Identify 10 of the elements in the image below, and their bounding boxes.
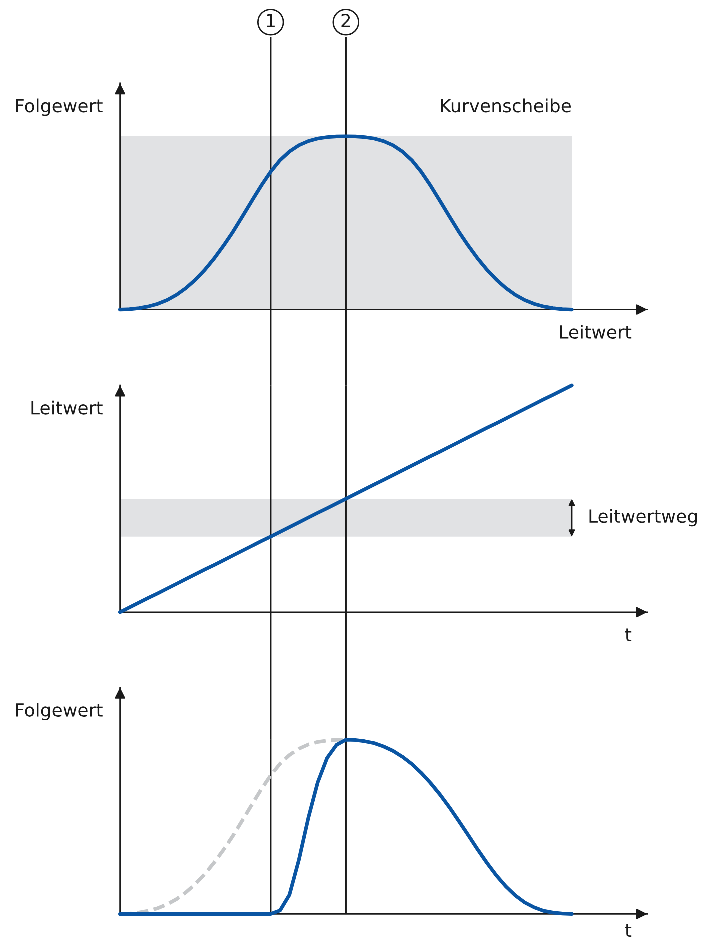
y-axis-title: Folgewert — [16, 703, 103, 721]
chart-title: Kurvenscheibe — [441, 98, 572, 113]
x-tick-label: 1 — [267, 14, 275, 28]
y-axis-title: Folgewert — [16, 98, 103, 116]
band-label: Leitwertweg — [590, 509, 698, 527]
x-tick-label: 2 — [342, 14, 350, 28]
y-axis-title: Leitwert — [32, 400, 103, 415]
x-axis-title: t — [625, 628, 632, 642]
x-axis-title: t — [625, 924, 632, 937]
x-axis-title: Leitwert — [560, 325, 632, 340]
